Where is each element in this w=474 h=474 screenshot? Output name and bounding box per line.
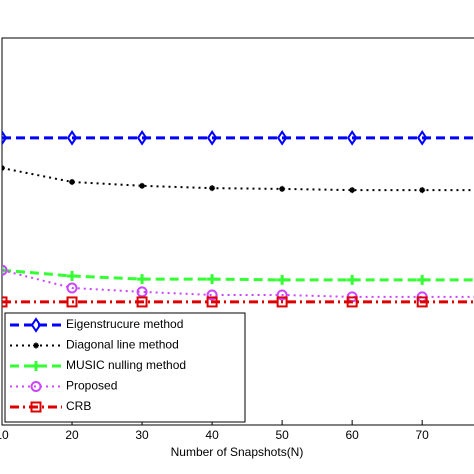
marker <box>67 271 78 282</box>
x-tick-label: 40 <box>205 428 219 442</box>
marker <box>349 187 356 194</box>
marker <box>416 130 428 146</box>
marker <box>346 130 358 146</box>
marker <box>276 289 288 301</box>
marker <box>136 296 148 308</box>
marker <box>139 182 146 189</box>
x-tick-label: 50 <box>275 428 289 442</box>
marker <box>347 274 358 285</box>
series-line <box>2 269 474 298</box>
marker <box>30 381 42 392</box>
series-line <box>2 268 474 282</box>
marker <box>66 282 78 294</box>
marker <box>206 296 218 308</box>
marker <box>31 361 41 371</box>
x-tick-label: 20 <box>65 428 79 442</box>
plot-area <box>2 130 474 308</box>
x-tick-label: 10 <box>0 428 9 442</box>
legend-label: Diagonal line method <box>66 338 179 352</box>
marker <box>206 289 218 301</box>
legend-label: Proposed <box>66 379 117 393</box>
marker <box>137 274 148 285</box>
legend-label: Eigenstrucure method <box>66 317 183 331</box>
series-line <box>2 167 474 192</box>
marker <box>2 265 7 276</box>
marker <box>419 187 426 194</box>
legend-label: CRB <box>66 399 91 413</box>
marker <box>277 274 288 285</box>
marker <box>30 317 42 333</box>
marker <box>2 130 8 146</box>
x-tick-label: 30 <box>135 428 149 442</box>
marker <box>2 296 8 308</box>
marker <box>206 130 218 146</box>
marker <box>417 274 428 285</box>
marker <box>276 296 288 308</box>
legend: Eigenstrucure method Diagonal line method… <box>4 312 246 423</box>
marker <box>276 130 288 146</box>
marker <box>2 165 5 172</box>
marker <box>30 401 42 413</box>
x-tick-label: 60 <box>345 428 359 442</box>
marker <box>209 185 216 192</box>
plot-frame <box>1 37 474 426</box>
x-tick-label: 70 <box>415 428 429 442</box>
marker <box>69 178 76 185</box>
marker <box>33 342 39 349</box>
x-axis-label: Number of Snapshots(N) <box>171 445 304 459</box>
marker <box>66 296 78 308</box>
marker <box>207 274 218 285</box>
marker <box>2 264 8 276</box>
marker <box>279 185 286 192</box>
marker <box>136 286 148 298</box>
marker <box>416 296 428 308</box>
marker <box>66 130 78 146</box>
legend-label: MUSIC nulling method <box>66 358 186 372</box>
marker <box>136 130 148 146</box>
marker <box>346 296 358 308</box>
